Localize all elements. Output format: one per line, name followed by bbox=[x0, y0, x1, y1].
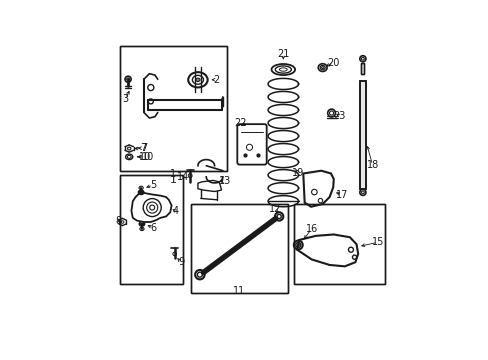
Text: 10: 10 bbox=[138, 152, 150, 162]
Ellipse shape bbox=[297, 244, 299, 246]
Text: 11: 11 bbox=[233, 286, 245, 296]
Bar bbox=[120, 175, 183, 284]
Text: 2: 2 bbox=[212, 75, 219, 85]
Bar bbox=[120, 46, 226, 171]
Text: 4: 4 bbox=[172, 206, 178, 216]
Bar bbox=[191, 204, 287, 293]
Text: 1: 1 bbox=[169, 175, 176, 185]
Text: 16: 16 bbox=[305, 224, 317, 234]
Text: 22: 22 bbox=[233, 118, 246, 128]
Text: 20: 20 bbox=[327, 58, 339, 68]
Bar bbox=[361, 63, 364, 74]
Bar bbox=[293, 204, 384, 284]
Text: 19: 19 bbox=[291, 168, 304, 179]
Text: 7: 7 bbox=[140, 143, 146, 153]
Bar bbox=[359, 81, 365, 189]
Text: 18: 18 bbox=[366, 160, 378, 170]
Text: 9: 9 bbox=[178, 257, 184, 267]
Bar bbox=[361, 63, 364, 74]
Text: 13: 13 bbox=[219, 176, 231, 186]
Ellipse shape bbox=[196, 78, 200, 81]
Text: 14: 14 bbox=[176, 172, 188, 183]
Text: 10: 10 bbox=[142, 152, 154, 162]
Text: 12: 12 bbox=[269, 204, 281, 214]
Bar bbox=[293, 204, 384, 284]
Bar bbox=[191, 204, 287, 293]
Text: 21: 21 bbox=[277, 49, 289, 59]
Text: 7: 7 bbox=[142, 143, 148, 153]
Text: 17: 17 bbox=[335, 190, 347, 200]
Text: 1: 1 bbox=[170, 169, 176, 179]
Bar bbox=[120, 46, 226, 171]
Ellipse shape bbox=[126, 78, 129, 81]
Ellipse shape bbox=[321, 67, 323, 68]
Text: 5: 5 bbox=[150, 180, 156, 190]
Text: 3: 3 bbox=[122, 94, 128, 104]
Text: 23: 23 bbox=[333, 111, 346, 121]
Bar bbox=[120, 175, 183, 284]
Text: 15: 15 bbox=[371, 237, 384, 247]
Bar bbox=[359, 81, 365, 189]
Text: 8: 8 bbox=[115, 216, 121, 226]
Text: 6: 6 bbox=[150, 222, 156, 233]
